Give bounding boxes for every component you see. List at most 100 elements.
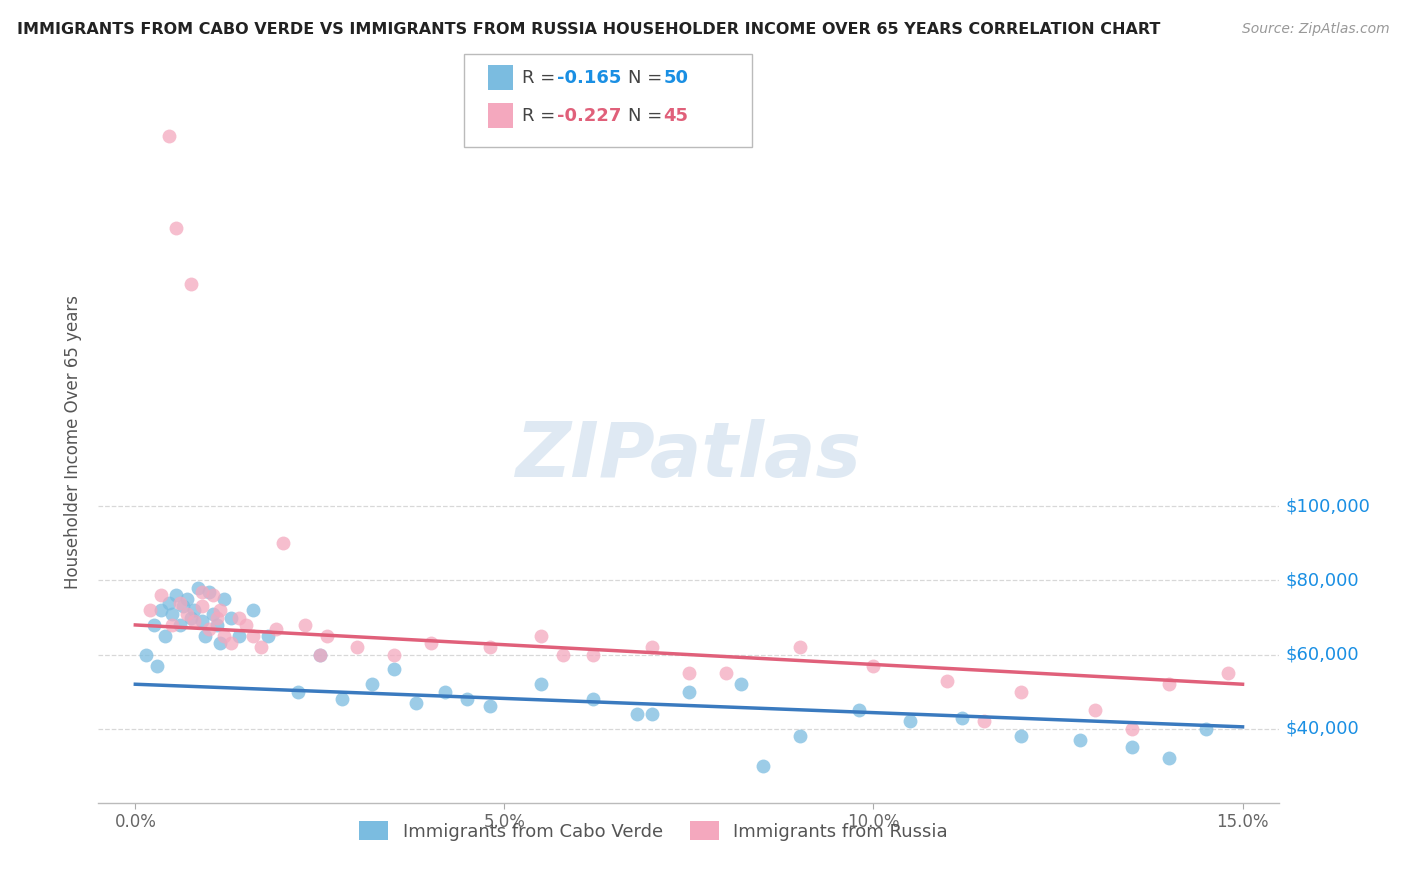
Point (1010, 729, 1032, 743)
Point (346, 640, 368, 655)
Point (530, 677, 553, 691)
Text: $80,000: $80,000 (1285, 572, 1360, 590)
Text: $60,000: $60,000 (1285, 646, 1360, 664)
Point (157, 128, 180, 143)
Point (142, 618, 165, 632)
Point (205, 610, 228, 624)
Point (360, 677, 382, 691)
Text: $100,000: $100,000 (1285, 498, 1371, 516)
Point (309, 648, 332, 662)
Point (730, 677, 752, 691)
Point (165, 588, 187, 602)
Point (478, 640, 501, 655)
Point (172, 599, 194, 614)
Point (1084, 703, 1107, 717)
Point (316, 629, 339, 643)
Point (752, 758, 775, 772)
Text: 50: 50 (664, 69, 689, 87)
Point (309, 648, 332, 662)
Point (162, 618, 183, 632)
Point (1010, 684, 1032, 698)
Text: $40,000: $40,000 (1285, 720, 1360, 738)
Point (169, 596, 191, 610)
Point (205, 618, 228, 632)
Point (553, 648, 575, 662)
Text: R =: R = (522, 107, 561, 125)
Point (264, 622, 287, 636)
Point (150, 603, 173, 617)
Point (789, 640, 811, 655)
Point (678, 666, 700, 681)
Point (678, 684, 700, 698)
Point (180, 277, 202, 291)
Point (221, 636, 243, 650)
Point (287, 684, 309, 698)
Point (242, 629, 264, 643)
Text: -0.227: -0.227 (557, 107, 621, 125)
Text: -0.165: -0.165 (557, 69, 621, 87)
Point (221, 610, 243, 624)
Point (191, 614, 214, 628)
Point (1121, 722, 1143, 736)
Point (187, 581, 209, 595)
Point (212, 629, 235, 643)
Point (714, 666, 737, 681)
Point (478, 699, 501, 714)
Point (1216, 666, 1239, 681)
Point (1157, 677, 1180, 691)
Point (194, 629, 217, 643)
Point (848, 703, 870, 717)
Point (228, 629, 250, 643)
Point (235, 618, 257, 632)
Point (135, 648, 157, 662)
Point (294, 618, 316, 632)
Point (183, 614, 205, 628)
Point (198, 622, 221, 636)
Y-axis label: Householder Income Over 65 years: Householder Income Over 65 years (65, 294, 83, 589)
Point (201, 607, 224, 621)
Point (1121, 740, 1143, 755)
Point (405, 696, 427, 710)
Point (242, 603, 264, 617)
Point (862, 658, 884, 673)
Point (1195, 722, 1218, 736)
Text: R =: R = (522, 69, 561, 87)
Point (169, 618, 191, 632)
Point (789, 729, 811, 743)
Point (176, 592, 198, 607)
Point (626, 706, 648, 721)
Point (198, 584, 221, 599)
Text: N =: N = (628, 107, 668, 125)
Point (180, 610, 202, 624)
Point (1157, 751, 1180, 765)
Point (153, 629, 176, 643)
Point (201, 588, 224, 602)
Legend: Immigrants from Cabo Verde, Immigrants from Russia: Immigrants from Cabo Verde, Immigrants f… (352, 814, 955, 848)
Point (209, 603, 232, 617)
Point (382, 648, 405, 662)
Text: IMMIGRANTS FROM CABO VERDE VS IMMIGRANTS FROM RUSSIA HOUSEHOLDER INCOME OVER 65 : IMMIGRANTS FROM CABO VERDE VS IMMIGRANTS… (17, 22, 1160, 37)
Point (582, 692, 605, 706)
Point (419, 636, 441, 650)
Point (191, 599, 214, 614)
Point (191, 584, 214, 599)
Point (162, 607, 183, 621)
Point (900, 714, 922, 729)
Text: ZIPatlas: ZIPatlas (516, 419, 862, 493)
Point (257, 629, 280, 643)
Point (457, 692, 479, 706)
Point (146, 658, 169, 673)
Point (228, 610, 250, 624)
Point (382, 662, 405, 676)
Point (271, 536, 294, 550)
Text: N =: N = (628, 69, 668, 87)
Point (434, 684, 457, 698)
Point (165, 221, 187, 235)
Point (641, 706, 664, 721)
Point (582, 648, 605, 662)
Point (250, 640, 273, 655)
Point (973, 714, 995, 729)
Point (330, 692, 353, 706)
Text: 45: 45 (664, 107, 689, 125)
Text: Source: ZipAtlas.com: Source: ZipAtlas.com (1241, 22, 1389, 37)
